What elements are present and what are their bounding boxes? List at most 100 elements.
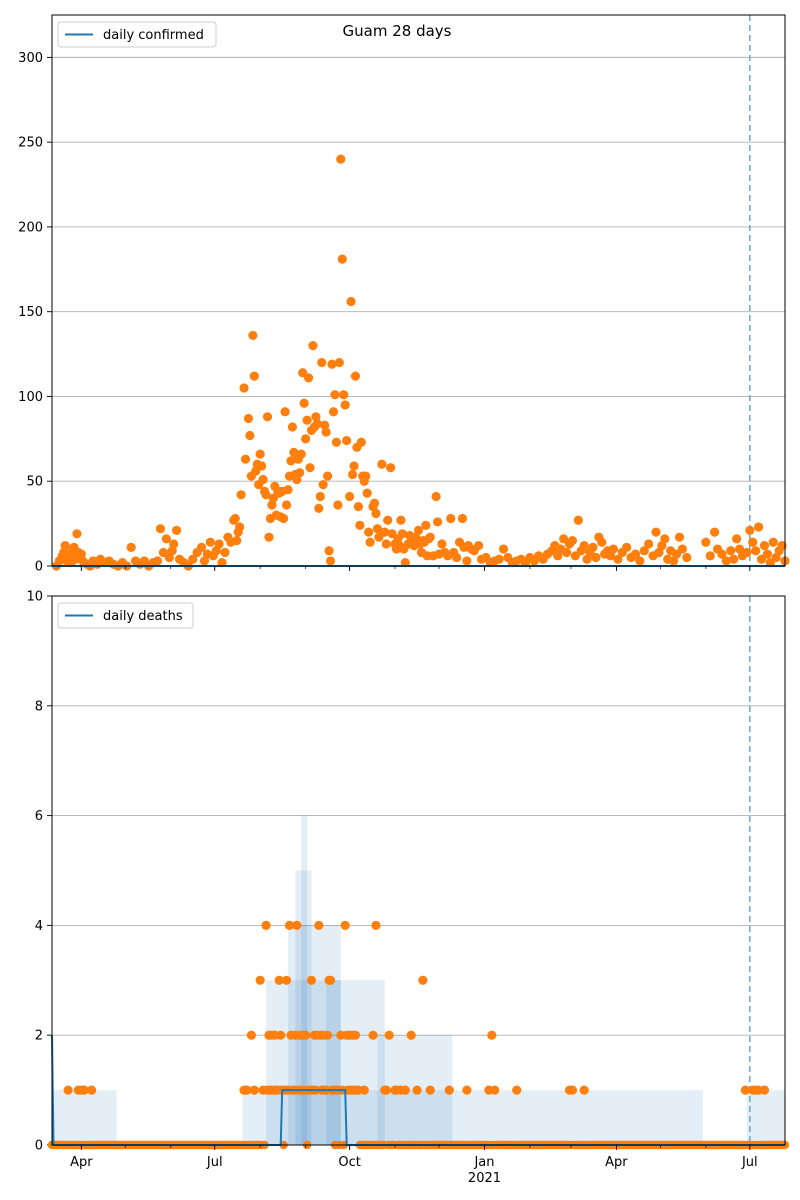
range-band: [242, 1090, 385, 1145]
data-point: [301, 434, 311, 444]
data-point: [421, 520, 431, 530]
data-point: [406, 1030, 416, 1040]
data-point: [754, 522, 764, 532]
data-point: [339, 390, 349, 400]
data-point: [579, 1085, 589, 1095]
data-point: [347, 469, 358, 480]
data-point: [330, 390, 340, 400]
data-point: [717, 549, 727, 559]
data-point: [630, 549, 641, 559]
data-point: [258, 474, 268, 485]
x-tick-label: Oct: [338, 1155, 360, 1170]
data-point: [613, 554, 623, 564]
range-band: [266, 980, 341, 1145]
data-point: [344, 491, 355, 502]
data-point: [380, 527, 390, 537]
data-point: [301, 1030, 311, 1040]
x-tick-label: Jul: [206, 1155, 223, 1170]
data-point: [490, 1085, 500, 1095]
data-point: [432, 517, 443, 527]
data-point: [283, 485, 293, 495]
data-point: [249, 1085, 259, 1095]
data-point: [188, 554, 198, 564]
range-band: [326, 980, 385, 1145]
data-point: [361, 471, 371, 481]
range-band: [746, 1090, 785, 1145]
x-tick-year-label: 2021: [468, 1171, 501, 1186]
data-point: [512, 1085, 522, 1095]
data-point: [276, 1030, 286, 1040]
data-point: [412, 1085, 422, 1095]
data-point: [255, 975, 265, 985]
chart-title: Guam 28 days: [343, 22, 452, 40]
data-point: [350, 1030, 361, 1040]
data-point: [452, 552, 462, 563]
data-point: [768, 537, 778, 547]
data-point: [573, 515, 583, 525]
data-point: [325, 556, 336, 566]
data-point: [284, 920, 295, 931]
data-point: [240, 454, 251, 464]
data-point: [381, 539, 391, 549]
y-tick-label: 250: [18, 136, 43, 151]
data-point: [312, 418, 322, 429]
data-point: [161, 534, 171, 544]
data-point: [418, 975, 428, 985]
data-point: [328, 407, 339, 417]
data-point: [169, 539, 179, 549]
data-point: [261, 490, 271, 500]
data-point: [255, 449, 265, 459]
data-point: [701, 537, 711, 547]
data-point: [759, 541, 770, 551]
data-point: [356, 437, 366, 447]
data-point: [242, 1085, 252, 1095]
data-point: [431, 491, 441, 502]
data-point: [639, 546, 649, 556]
data-point: [759, 1085, 770, 1095]
y-tick-label: 200: [18, 220, 43, 235]
data-point: [280, 407, 290, 417]
y-tick-label: 100: [18, 390, 43, 405]
data-point: [660, 534, 670, 544]
data-point: [314, 503, 324, 513]
data-point: [494, 554, 504, 564]
data-point: [334, 357, 344, 368]
data-point: [155, 524, 166, 534]
data-point: [340, 920, 350, 931]
data-point: [677, 544, 687, 554]
data-point: [346, 296, 356, 307]
data-point: [751, 546, 761, 556]
data-point: [457, 513, 468, 524]
x-tick-label: Apr: [605, 1155, 628, 1170]
data-point: [239, 383, 249, 393]
confirmed-panel: 0 50 100 150 200 250 300 daily confirmed: [18, 14, 790, 575]
data-point: [567, 1085, 578, 1095]
data-point: [72, 529, 82, 539]
data-point: [305, 463, 315, 473]
data-point: [349, 461, 359, 471]
data-point: [400, 558, 410, 568]
data-point: [248, 330, 258, 341]
data-point: [236, 490, 246, 500]
y-tick-label: 300: [18, 51, 43, 66]
y-tick-label: 10: [26, 590, 43, 605]
data-point: [705, 551, 715, 561]
data-point: [742, 547, 752, 558]
data-point: [249, 371, 259, 381]
data-point: [325, 975, 336, 985]
data-point: [342, 435, 352, 446]
data-point: [308, 341, 318, 351]
data-point: [561, 547, 572, 558]
data-point: [306, 975, 317, 985]
data-point: [289, 447, 299, 458]
y-tick-label: 150: [18, 305, 43, 320]
range-band: [295, 870, 312, 1145]
data-point: [386, 463, 396, 473]
data-point: [245, 430, 255, 441]
data-point: [323, 471, 333, 481]
data-point: [425, 532, 435, 542]
data-point: [726, 546, 736, 556]
data-point: [381, 1085, 391, 1095]
data-point: [336, 154, 346, 164]
range-band: [52, 1090, 117, 1145]
